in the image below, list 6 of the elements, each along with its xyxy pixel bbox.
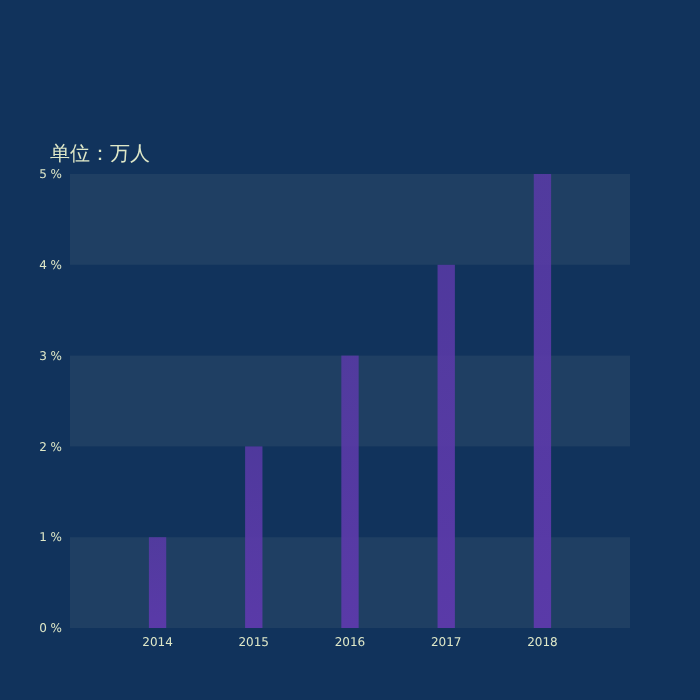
bar	[245, 446, 263, 628]
bar	[437, 264, 455, 628]
bar	[148, 537, 167, 628]
bar	[341, 355, 359, 628]
bar	[533, 174, 552, 628]
y-axis-title: 单位：万人	[50, 142, 150, 166]
